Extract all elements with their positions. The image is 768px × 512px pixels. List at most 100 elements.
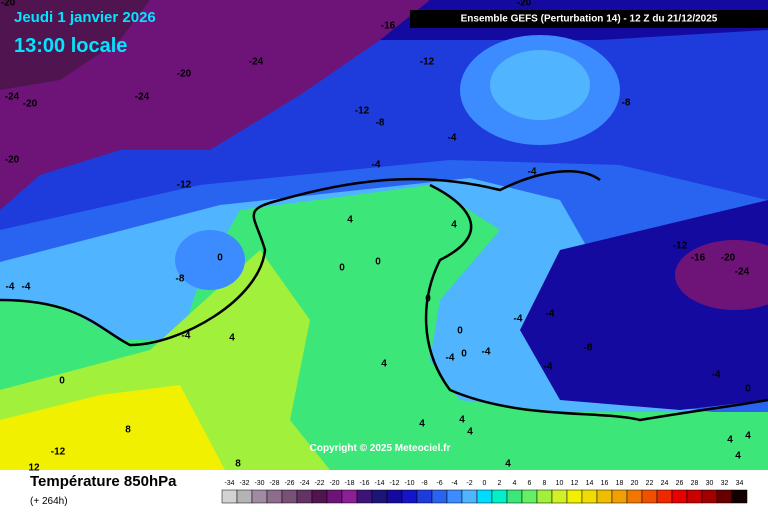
legend-swatch bbox=[416, 489, 433, 504]
legend-swatch bbox=[536, 489, 553, 504]
legend-value: -24 bbox=[299, 480, 309, 487]
legend-swatch bbox=[686, 489, 703, 504]
contour-label: -12 bbox=[420, 57, 435, 68]
date: Jeudi 1 janvier 2026 bbox=[14, 9, 156, 26]
legend-swatch bbox=[431, 489, 448, 504]
legend-swatch bbox=[506, 489, 523, 504]
legend-swatch bbox=[371, 489, 388, 504]
legend-swatch bbox=[386, 489, 403, 504]
contour-label: -20 bbox=[177, 69, 192, 80]
legend-value: 30 bbox=[706, 480, 714, 487]
contour-label: 0 bbox=[425, 294, 431, 305]
contour-label: 0 bbox=[375, 257, 381, 268]
legend-swatch bbox=[671, 489, 688, 504]
legend-value: 24 bbox=[661, 480, 669, 487]
contour-label: 4 bbox=[381, 359, 387, 370]
contour-label: -8 bbox=[376, 118, 385, 129]
contour-label: -4 bbox=[446, 353, 455, 364]
contour-label: 0 bbox=[59, 376, 65, 387]
legend-swatch bbox=[551, 489, 568, 504]
legend-value: 12 bbox=[571, 480, 579, 487]
legend-swatch bbox=[611, 489, 628, 504]
contour-label: -8 bbox=[176, 274, 185, 285]
contour-label: 4 bbox=[419, 419, 425, 430]
legend-swatch bbox=[236, 489, 253, 504]
legend-value: -6 bbox=[436, 480, 442, 487]
contour-label: 0 bbox=[745, 384, 751, 395]
contour-label: -20 bbox=[23, 99, 38, 110]
contour-label: -20 bbox=[1, 0, 16, 9]
contour-label: -12 bbox=[177, 180, 192, 191]
legend-value: 32 bbox=[721, 480, 729, 487]
legend-swatch bbox=[461, 489, 478, 504]
model-info: Ensemble GEFS (Perturbation 14) - 12 Z d… bbox=[461, 14, 718, 25]
legend-value: -14 bbox=[374, 480, 384, 487]
legend-swatch bbox=[731, 489, 748, 504]
legend-value: 14 bbox=[586, 480, 594, 487]
legend-swatch bbox=[266, 489, 283, 504]
legend-value: 26 bbox=[676, 480, 684, 487]
contour-label: -12 bbox=[51, 447, 66, 458]
contour-label: -8 bbox=[622, 98, 631, 109]
contour-label: -4 bbox=[544, 362, 553, 373]
legend-value: 8 bbox=[543, 480, 547, 487]
legend-value: -2 bbox=[466, 480, 472, 487]
legend-value: -20 bbox=[329, 480, 339, 487]
contour-label: -20 bbox=[721, 253, 736, 264]
legend-value: 4 bbox=[513, 480, 517, 487]
contour-label: 4 bbox=[505, 459, 511, 470]
legend-value: -26 bbox=[284, 480, 294, 487]
contour-label: 4 bbox=[467, 427, 473, 438]
legend-value: -22 bbox=[314, 480, 324, 487]
legend-value: 22 bbox=[646, 480, 654, 487]
contour-label: -4 bbox=[514, 314, 523, 325]
contour-label: -4 bbox=[182, 331, 191, 342]
contour-label: -16 bbox=[381, 21, 396, 32]
legend-swatch bbox=[401, 489, 418, 504]
contour-label: 8 bbox=[235, 459, 241, 470]
legend-value: 16 bbox=[601, 480, 609, 487]
legend-swatch bbox=[581, 489, 598, 504]
contour-label: -24 bbox=[735, 267, 750, 278]
legend-value: 6 bbox=[528, 480, 532, 487]
legend-swatch bbox=[356, 489, 373, 504]
contour-label: 0 bbox=[461, 349, 467, 360]
contour-label: -4 bbox=[482, 347, 491, 358]
footer-subtitle: (+ 264h) bbox=[30, 496, 68, 507]
legend-value: -16 bbox=[359, 480, 369, 487]
legend-swatch bbox=[446, 489, 463, 504]
contour-label: 0 bbox=[217, 253, 223, 264]
legend-swatch bbox=[296, 489, 313, 504]
contour-label: 4 bbox=[727, 435, 733, 446]
contour-label: 4 bbox=[745, 431, 751, 442]
legend-swatch bbox=[521, 489, 538, 504]
legend-swatch bbox=[596, 489, 613, 504]
legend-value: 18 bbox=[616, 480, 624, 487]
legend-value: 10 bbox=[556, 480, 564, 487]
time: 13:00 locale bbox=[14, 35, 127, 57]
contour-label: 4 bbox=[347, 215, 353, 226]
footer-title: Température 850hPa bbox=[30, 473, 177, 490]
legend-value: 28 bbox=[691, 480, 699, 487]
contour-label: -20 bbox=[517, 0, 532, 9]
contour-label: -4 bbox=[22, 282, 31, 293]
contour-label: 4 bbox=[451, 220, 457, 231]
legend-value: 2 bbox=[498, 480, 502, 487]
legend-swatch bbox=[626, 489, 643, 504]
legend-value: -12 bbox=[389, 480, 399, 487]
legend-value: -4 bbox=[451, 480, 457, 487]
legend-value: -8 bbox=[421, 480, 427, 487]
legend-value: -18 bbox=[344, 480, 354, 487]
legend-swatch bbox=[716, 489, 733, 504]
legend-value: -32 bbox=[239, 480, 249, 487]
model-banner bbox=[410, 10, 768, 28]
legend-swatch bbox=[311, 489, 328, 504]
legend-swatch bbox=[491, 489, 508, 504]
legend-swatch bbox=[641, 489, 658, 504]
legend-swatch bbox=[251, 489, 268, 504]
contour-label: -4 bbox=[546, 309, 555, 320]
legend-swatch bbox=[566, 489, 583, 504]
contour-label: 4 bbox=[459, 415, 465, 426]
legend-swatch bbox=[701, 489, 718, 504]
